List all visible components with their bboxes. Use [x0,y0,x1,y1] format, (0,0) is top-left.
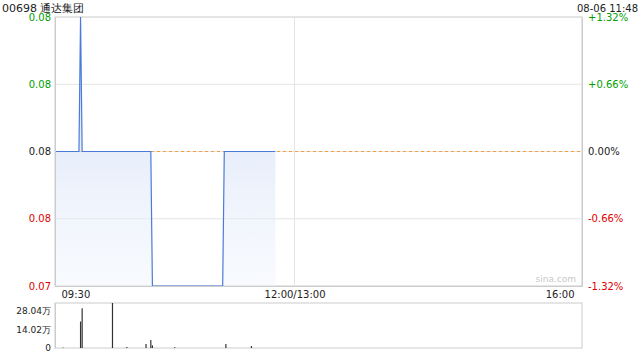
grid-line [55,84,582,85]
tick-label: -1.32% [588,281,623,292]
tick: 16:00 [546,286,583,300]
volume-bar [150,340,151,348]
tick-label: 16:00 [546,289,575,300]
price-area [55,17,275,286]
tick-label: 0.08 [29,79,51,90]
tick-label: 0 [45,343,51,353]
plot-area [55,17,275,286]
tick: 12:00/13:00 [265,286,326,300]
tick-label: 09:30 [62,289,91,300]
tick-label: 12:00/13:00 [265,289,326,300]
tick: 0.08 [29,79,55,90]
grid-line [582,17,583,286]
axis-line [56,286,583,287]
grid-line [294,17,295,286]
tick: 0.08 [29,12,55,23]
tick: 09:30 [56,286,91,300]
plot-frame [55,17,582,286]
grid-line [55,17,582,18]
tick: 0.08 [29,213,55,224]
volume-area [62,303,252,348]
tick: 28.04万 [16,306,55,316]
volume-bar [62,347,63,348]
axis: 0 14.02万 28.04万 [16,304,55,354]
volume-bar [145,344,146,348]
volume-bar [174,347,175,348]
volume-frame [55,303,582,348]
tick: +0.66% [582,79,628,90]
volume-bar [112,303,113,348]
tick-label: -0.66% [588,213,623,224]
tick-label: 0.00% [588,146,620,157]
volume-bar [80,322,81,348]
tick: 14.02万 [16,325,55,335]
tick-label: 0.08 [29,213,51,224]
axis: 09:30 12:00/13:00 16:00 [56,286,583,300]
volume-bar [152,345,153,348]
tick: +1.32% [582,12,628,23]
axis-line [55,304,56,349]
tick-label: 14.02万 [16,325,51,335]
volume-bar [251,346,252,348]
axis-line [582,18,583,287]
watermark: sina.com [536,274,577,284]
tick: 0.07 [29,281,55,292]
grid [55,17,582,286]
tick: 0 [45,343,55,353]
volume-bar [126,347,127,348]
tick: 0.00% [582,146,620,157]
tick-label: 0.07 [29,281,51,292]
grid-line [55,17,56,286]
volume-bar [82,308,83,348]
axis: 0.08 0.08 0.08 0.08 0.07 [29,12,56,292]
axis-line [55,18,56,287]
chart: 00698 通达集团08-06 11:48sina.com0.080.080.0… [0,0,640,360]
tick-label: +1.32% [588,12,628,23]
price-line [55,17,275,286]
tick-label: 0.08 [29,12,51,23]
tick: -1.32% [582,281,623,292]
tick: 0.08 [29,146,55,157]
tick-label: 28.04万 [16,306,51,316]
tick-label: +0.66% [588,79,628,90]
tick-label: 0.08 [29,146,51,157]
volume-bar [225,344,226,348]
axis: +1.32% +0.66% 0.00% -0.66% -1.32% [582,12,628,292]
tick: -0.66% [582,213,623,224]
